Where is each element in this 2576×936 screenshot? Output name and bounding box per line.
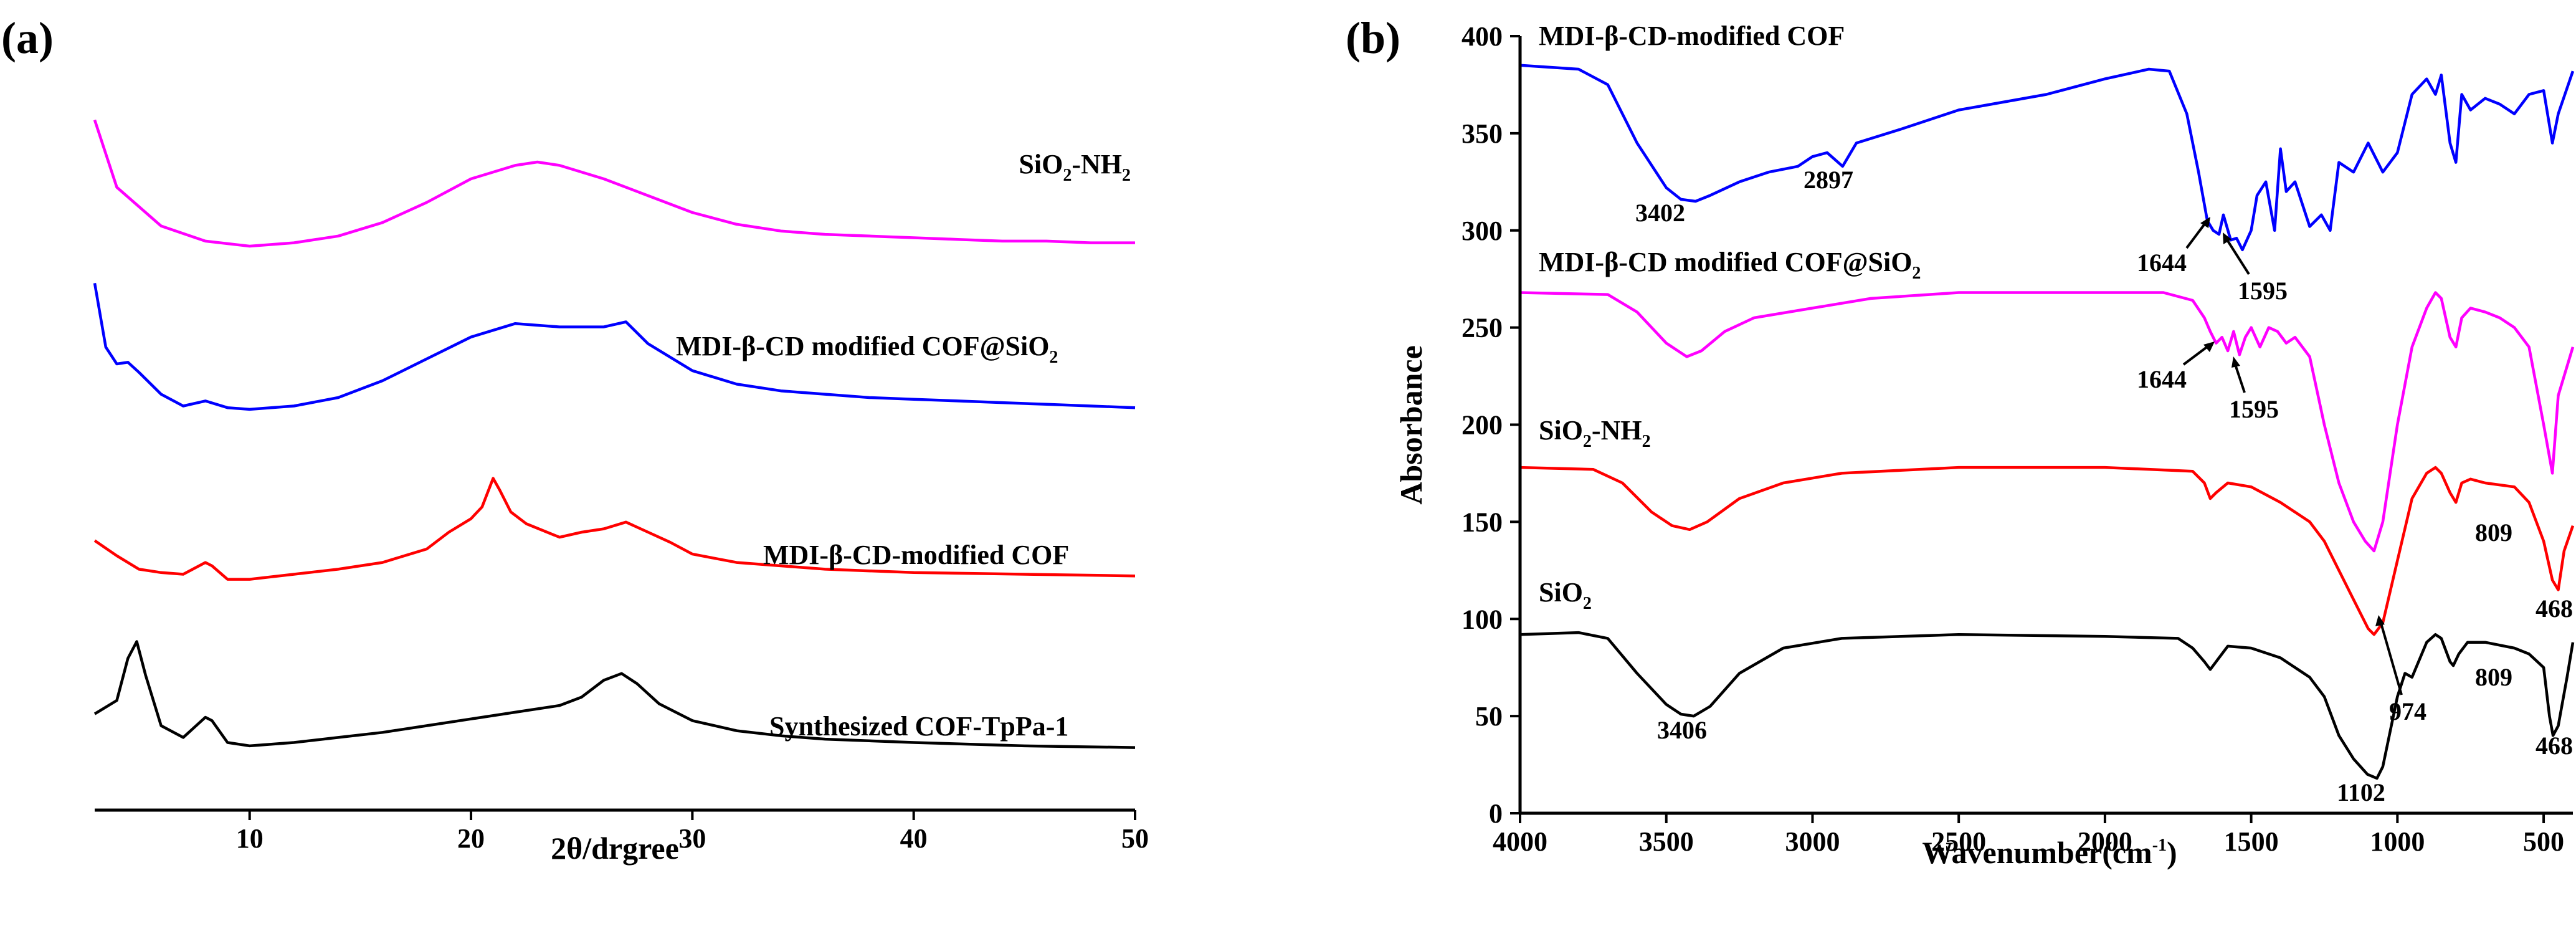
panel-a-series-3	[93, 640, 1136, 749]
panel-a-x-tick-label-4: 50	[1121, 823, 1149, 854]
panel-b-label-mdi-cof-sio2: MDI-β-CD modified COF@SiO2	[1539, 247, 1921, 283]
panel-b-x-tick-label-0: 4000	[1493, 826, 1547, 857]
annot-974: 974	[2389, 697, 2426, 725]
panel-label-b: (b)	[1346, 13, 1400, 63]
panel-a-x-tick-label-2: 30	[678, 823, 706, 854]
panel-b-series-3	[1519, 631, 2575, 780]
panel-a-label-sio2-nh2: SiO2-NH2	[1019, 149, 1131, 185]
panel-a-label-mdi-cof: MDI-β-CD-modified COF	[763, 540, 1069, 570]
panel-a-series-0	[93, 119, 1135, 248]
arrowhead-974	[2375, 615, 2385, 626]
arrowhead-1595-blue	[2223, 232, 2231, 244]
annot-3406: 3406	[1657, 716, 1707, 744]
annot-1595-pink: 1595	[2229, 395, 2279, 423]
panel-a-xrd: (a) 10 20 30 40 50 2θ/drgree SiO2-NH2 MDI-β-…	[1, 13, 1149, 866]
arrow-1644-blue	[2185, 222, 2207, 249]
arrow-1644-pink	[2182, 345, 2210, 366]
panel-b-y-tick-label-0: 0	[1489, 798, 1503, 829]
panel-b-ftir: (b) 4000 3500 3000 2500 2000 1500 1000 500 0 50 1…	[1346, 13, 2575, 870]
panel-b-x-tick-label-7: 500	[2523, 826, 2564, 857]
panel-a-series-1	[93, 283, 1136, 411]
panel-b-x-axis-title: Wavenumber(cm-1)	[1922, 835, 2177, 870]
panel-a-x-axis-title: 2θ/drgree	[551, 831, 679, 866]
panel-a-curves	[93, 119, 1136, 749]
annot-809-red: 809	[2475, 518, 2512, 547]
arrow-974	[2380, 623, 2403, 695]
panel-b-label-sio2: SiO2	[1539, 577, 1592, 613]
panel-b-x-tick-label-5: 1500	[2224, 826, 2279, 857]
panel-a-label-mdi-cof-sio2: MDI-β-CD modified COF@SiO2	[676, 331, 1058, 367]
panel-b-y-tick-label-1: 50	[1475, 701, 1503, 732]
panel-b-label-sio2-nh2: SiO2-NH2	[1539, 415, 1651, 451]
panel-b-y-tick-label-4: 200	[1461, 410, 1503, 441]
annot-3402: 3402	[1635, 199, 1685, 227]
panel-a-series-2	[93, 477, 1136, 581]
panel-b-series-2	[1519, 466, 2575, 636]
panel-b-y-tick-label-8: 400	[1461, 21, 1503, 52]
annot-2897: 2897	[1804, 166, 1853, 194]
panel-b-y-tick-label-2: 100	[1461, 604, 1503, 634]
arrow-1595-blue	[2226, 239, 2250, 275]
arrowhead-1644-pink	[2203, 341, 2215, 352]
arrowhead-1595-pink	[2231, 356, 2240, 368]
panel-a-x-tick-label-0: 10	[236, 823, 264, 854]
panel-b-curves	[1519, 64, 2575, 780]
panel-b-x-tick-label-3: 2500	[1931, 826, 1986, 857]
panel-b-series-1	[1519, 291, 2575, 553]
panel-a-label-cof-tppa1: Synthesized COF-TpPa-1	[769, 711, 1068, 742]
panel-b-x-tick-label-4: 2000	[2078, 826, 2132, 857]
annot-1102: 1102	[2337, 778, 2385, 806]
panel-b-y-tick-label-7: 350	[1461, 118, 1503, 149]
panel-label-a: (a)	[1, 13, 54, 63]
panel-b-y-tick-label-5: 250	[1461, 313, 1503, 343]
annot-1595-blue: 1595	[2238, 277, 2288, 305]
panel-b-x-tick-label-6: 1000	[2370, 826, 2425, 857]
arrowhead-1644-blue	[2200, 217, 2210, 228]
panel-a-x-tick-label-3: 40	[900, 823, 928, 854]
panel-b-y-tick-label-3: 150	[1461, 507, 1503, 537]
annot-1644-blue: 1644	[2137, 249, 2187, 277]
panel-b-series-0	[1519, 64, 2575, 252]
panel-b-y-tick-label-6: 300	[1461, 216, 1503, 246]
panel-b-y-ticks: 0 50 100 150 200 250 300 350 400	[1461, 21, 1520, 829]
panel-b-y-axis-title: Absorbance	[1394, 345, 1428, 505]
annot-1644-pink: 1644	[2137, 365, 2187, 393]
panel-b-x-tick-label-1: 3500	[1639, 826, 1694, 857]
annot-468-red: 468	[2536, 595, 2573, 623]
panel-b-label-mdi-cof: MDI-β-CD-modified COF	[1539, 21, 1845, 51]
annot-809-black: 809	[2475, 663, 2512, 691]
annot-468-black: 468	[2536, 732, 2573, 760]
panel-b-x-tick-label-2: 3000	[1785, 826, 1840, 857]
panel-a-x-ticks: 10 20 30 40 50	[236, 810, 1149, 854]
panel-a-x-tick-label-1: 20	[457, 823, 485, 854]
panel-b-x-ticks: 4000 3500 3000 2500 2000 1500 1000 500	[1493, 813, 2564, 857]
arrow-1595-pink	[2234, 364, 2246, 393]
